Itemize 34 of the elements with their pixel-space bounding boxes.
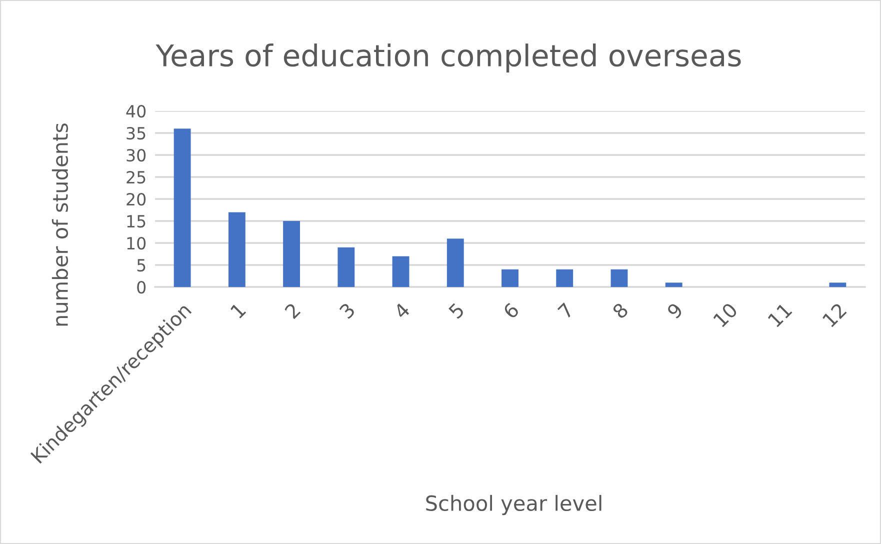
bar — [228, 212, 246, 287]
bar — [338, 247, 355, 287]
x-tick-label: 3 — [338, 302, 356, 320]
x-tick-label: 11 — [768, 302, 792, 328]
y-tick-label: 0 — [137, 280, 146, 294]
bar — [502, 269, 518, 287]
x-tick-label: 4 — [393, 302, 410, 320]
y-tick-label: 35 — [126, 126, 146, 140]
x-tick-label: 12 — [822, 302, 847, 328]
x-tick-label: 10 — [712, 302, 738, 328]
x-tick-label: 2 — [284, 302, 301, 320]
x-tick-label: 1 — [230, 302, 246, 319]
x-tick-label: 8 — [612, 302, 629, 320]
y-tick-label: 25 — [126, 170, 146, 184]
bar — [392, 256, 410, 287]
bar — [829, 282, 846, 287]
x-tick-label: 6 — [502, 302, 520, 320]
bar — [610, 269, 628, 287]
bar — [283, 221, 300, 287]
y-tick-label: 5 — [137, 259, 146, 272]
x-tick-label: 9 — [666, 302, 684, 320]
chart-title: Years of education completed overseas — [156, 44, 741, 72]
bar — [446, 238, 464, 287]
bar — [665, 282, 682, 287]
x-tick-label: 7 — [557, 302, 574, 319]
y-tick-label: 20 — [126, 192, 146, 206]
y-tick-label: 15 — [127, 215, 146, 228]
y-tick-label: 10 — [127, 236, 146, 250]
y-tick-label: 30 — [126, 148, 146, 162]
x-tick-label: 5 — [448, 302, 465, 320]
y-tick-label: 40 — [126, 104, 146, 118]
x-axis-title: School year level — [426, 494, 602, 516]
bar — [174, 128, 191, 287]
bar — [556, 269, 574, 287]
